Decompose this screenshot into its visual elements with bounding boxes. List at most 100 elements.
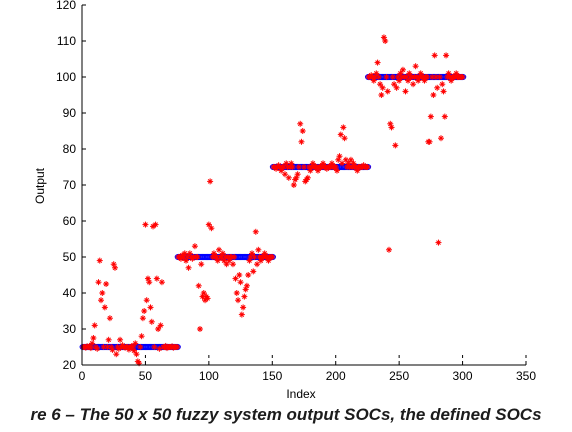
fuzzy-output-point	[290, 182, 297, 188]
fuzzy-output-point	[99, 290, 106, 296]
fuzzy-output-point	[243, 282, 250, 289]
fuzzy-output-point	[223, 261, 230, 268]
fuzzy-output-point	[387, 120, 394, 127]
fuzzy-output-point	[392, 142, 399, 149]
fuzzy-output-point	[342, 156, 349, 163]
fuzzy-output-point	[229, 261, 236, 268]
fuzzy-output-point	[383, 74, 390, 80]
fuzzy-output-point	[141, 308, 148, 314]
fuzzy-output-point	[299, 128, 306, 134]
fuzzy-output-point	[241, 293, 248, 300]
fuzzy-output-point	[396, 77, 403, 84]
fuzzy-output-point	[405, 77, 412, 84]
fuzzy-output-point	[238, 311, 245, 318]
fuzzy-output-point	[294, 171, 301, 178]
fuzzy-output-point	[132, 340, 139, 347]
fuzzy-output-point	[89, 340, 96, 347]
fuzzy-output-point	[364, 164, 371, 170]
series-fuzzy-output	[80, 34, 466, 367]
fuzzy-output-point	[87, 345, 94, 352]
y-tick-label: 120	[56, 0, 76, 12]
fuzzy-output-point	[378, 92, 385, 98]
fuzzy-output-point	[214, 257, 221, 264]
fuzzy-output-point	[337, 131, 344, 138]
fuzzy-output-point	[250, 268, 257, 275]
fuzzy-output-point	[289, 164, 296, 170]
fuzzy-output-point	[436, 74, 443, 80]
fuzzy-output-point	[285, 174, 292, 181]
fuzzy-output-point	[105, 336, 112, 343]
fuzzy-output-point	[101, 304, 108, 311]
x-axis-label: Index	[286, 387, 315, 401]
fuzzy-output-point	[427, 113, 434, 120]
axes: 0 50 100 150 200 250 300 350 20 30 40 50 60 70 80 90 100…	[56, 0, 536, 383]
fuzzy-output-point	[393, 84, 400, 91]
x-tick-label: 0	[79, 369, 86, 383]
fuzzy-output-point	[174, 344, 181, 350]
fuzzy-output-point	[106, 315, 113, 322]
x-tick-label: 250	[389, 369, 409, 383]
fuzzy-output-point	[147, 304, 154, 311]
fuzzy-output-point	[94, 345, 101, 352]
fuzzy-output-point	[430, 92, 437, 98]
fuzzy-output-point	[341, 135, 348, 142]
fuzzy-output-point	[245, 272, 252, 278]
y-tick-label: 40	[63, 286, 77, 300]
fuzzy-output-point	[200, 290, 207, 296]
fuzzy-output-point	[117, 336, 124, 343]
fuzzy-output-point	[377, 81, 384, 88]
fuzzy-output-point	[340, 124, 347, 131]
fuzzy-output-point	[196, 326, 203, 332]
fuzzy-output-point	[426, 138, 433, 145]
fuzzy-output-point	[237, 279, 244, 286]
fuzzy-output-point	[459, 74, 466, 80]
fuzzy-output-point	[205, 221, 212, 228]
fuzzy-output-point	[254, 261, 261, 268]
fuzzy-output-point	[158, 279, 165, 286]
fuzzy-output-point	[236, 272, 243, 278]
fuzzy-output-point	[98, 297, 105, 304]
fuzzy-output-point	[207, 178, 214, 185]
fuzzy-output-point	[441, 113, 448, 120]
fuzzy-output-point	[204, 295, 211, 302]
fuzzy-output-point	[421, 77, 428, 84]
fuzzy-output-point	[373, 70, 380, 77]
fuzzy-output-point	[424, 74, 431, 80]
fuzzy-output-point	[96, 257, 103, 264]
fuzzy-output-point	[304, 174, 311, 181]
fuzzy-output-point	[109, 346, 116, 353]
fuzzy-output-point	[143, 297, 150, 304]
fuzzy-output-point	[91, 322, 98, 329]
fuzzy-output-point	[242, 286, 249, 293]
fuzzy-output-point	[185, 264, 192, 271]
fuzzy-output-point	[142, 221, 149, 228]
series-defined-soc	[79, 73, 467, 351]
fuzzy-output-point	[438, 135, 445, 142]
fuzzy-output-point	[156, 345, 163, 352]
fuzzy-output-point	[248, 250, 255, 257]
fuzzy-output-point	[221, 257, 228, 264]
y-tick-label: 110	[57, 34, 76, 48]
fuzzy-output-point	[251, 254, 258, 260]
y-tick-label: 70	[63, 178, 77, 192]
y-tick-label: 60	[63, 214, 77, 228]
fuzzy-output-point	[151, 344, 158, 350]
y-tick-label: 20	[63, 358, 77, 372]
fuzzy-output-point	[232, 275, 239, 282]
fuzzy-output-point	[375, 74, 382, 80]
fuzzy-output-point	[295, 164, 302, 170]
fuzzy-output-point	[382, 38, 389, 44]
fuzzy-output-point	[431, 52, 438, 59]
fuzzy-output-point	[194, 254, 201, 260]
fuzzy-output-point	[432, 74, 439, 80]
x-tick-label: 300	[453, 369, 473, 383]
fuzzy-output-point	[137, 344, 144, 350]
fuzzy-output-point	[90, 335, 97, 341]
fuzzy-output-point	[269, 254, 276, 260]
fuzzy-output-point	[198, 261, 205, 268]
fuzzy-output-point	[402, 88, 409, 95]
x-tick-label: 50	[139, 369, 153, 383]
fuzzy-output-point	[133, 351, 140, 358]
fuzzy-output-point	[336, 153, 343, 160]
